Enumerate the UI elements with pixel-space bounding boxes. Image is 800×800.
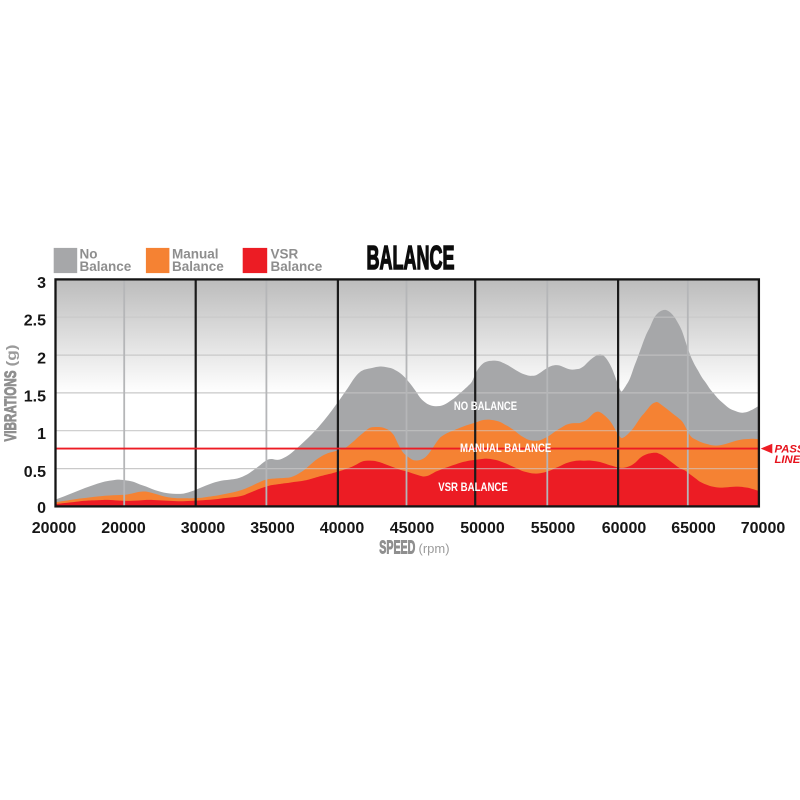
- svg-text:0.5: 0.5: [24, 464, 46, 481]
- svg-text:LINE: LINE: [775, 454, 800, 466]
- svg-text:VSR BALANCE: VSR BALANCE: [438, 480, 508, 494]
- svg-text:50000: 50000: [460, 520, 505, 537]
- svg-text:Balance: Balance: [80, 259, 132, 274]
- svg-text:2: 2: [37, 351, 46, 368]
- svg-text:30000: 30000: [181, 520, 226, 537]
- svg-text:1: 1: [37, 426, 46, 443]
- svg-text:70000: 70000: [741, 520, 786, 537]
- svg-text:BALANCE: BALANCE: [367, 239, 455, 276]
- svg-text:No: No: [80, 246, 98, 261]
- svg-text:20000: 20000: [101, 520, 146, 537]
- svg-text:MANUAL BALANCE: MANUAL BALANCE: [460, 441, 551, 455]
- svg-text:65000: 65000: [671, 520, 716, 537]
- svg-text:55000: 55000: [531, 520, 576, 537]
- svg-text:0: 0: [37, 500, 46, 517]
- svg-text:PASS: PASS: [775, 443, 800, 455]
- svg-text:VSR: VSR: [271, 246, 299, 261]
- svg-text:VIBRATIONS: VIBRATIONS: [1, 371, 20, 442]
- svg-text:35000: 35000: [250, 520, 295, 537]
- svg-text:20000: 20000: [32, 520, 77, 537]
- svg-text:(rpm): (rpm): [419, 541, 450, 556]
- svg-text:45000: 45000: [390, 520, 435, 537]
- svg-text:2.5: 2.5: [24, 313, 46, 330]
- svg-text:40000: 40000: [320, 520, 365, 537]
- svg-text:(g): (g): [3, 345, 19, 367]
- svg-text:3: 3: [37, 275, 46, 292]
- svg-text:NO BALANCE: NO BALANCE: [454, 399, 517, 413]
- svg-text:Balance: Balance: [172, 259, 224, 274]
- svg-text:Balance: Balance: [271, 259, 323, 274]
- svg-text:60000: 60000: [602, 520, 647, 537]
- svg-text:1.5: 1.5: [24, 388, 46, 405]
- svg-text:SPEED: SPEED: [379, 537, 415, 557]
- svg-text:Manual: Manual: [172, 246, 219, 261]
